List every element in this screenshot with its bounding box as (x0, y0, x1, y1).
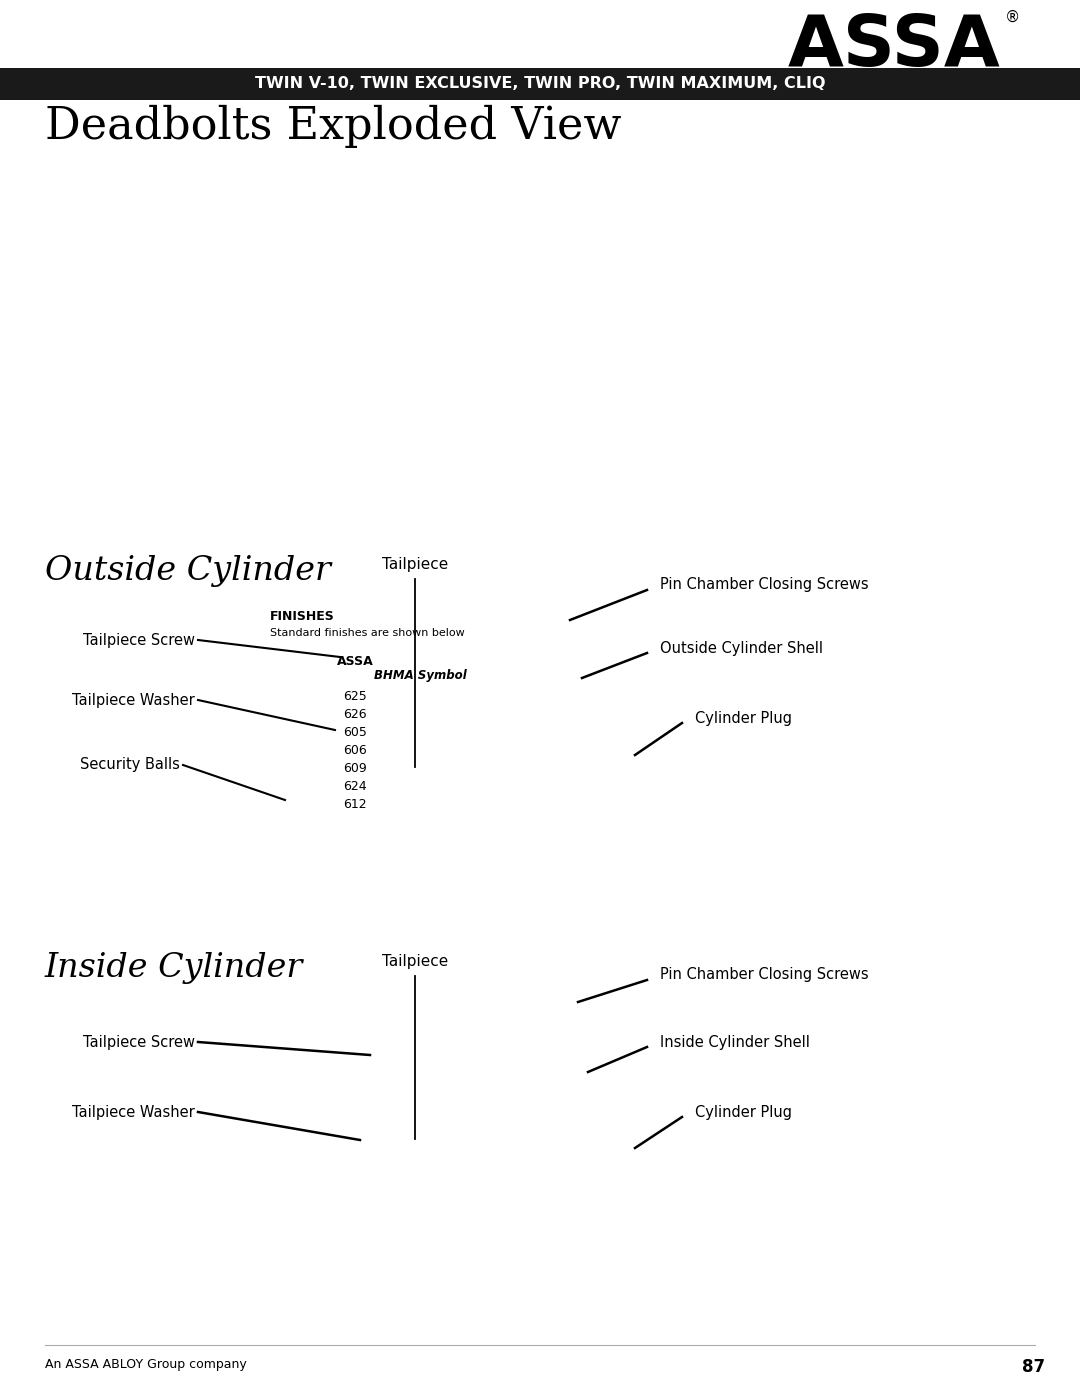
Text: ASSA: ASSA (337, 655, 374, 668)
Text: Cylinder Plug: Cylinder Plug (696, 1105, 792, 1119)
Text: ASSA: ASSA (787, 13, 1000, 81)
Text: ®: ® (1005, 10, 1021, 25)
Text: 606: 606 (343, 745, 367, 757)
Text: Tailpiece Washer: Tailpiece Washer (72, 1105, 195, 1119)
Text: An ASSA ABLOY Group company: An ASSA ABLOY Group company (45, 1358, 246, 1370)
Text: 625: 625 (343, 690, 367, 703)
Text: Outside Cylinder Shell: Outside Cylinder Shell (660, 640, 823, 655)
Text: 609: 609 (343, 761, 367, 775)
Text: Inside Cylinder: Inside Cylinder (45, 951, 303, 983)
Text: Tailpiece: Tailpiece (382, 557, 448, 571)
Text: Pin Chamber Closing Screws: Pin Chamber Closing Screws (660, 577, 868, 592)
Text: Tailpiece Washer: Tailpiece Washer (72, 693, 195, 707)
Text: Deadbolts Exploded View: Deadbolts Exploded View (45, 105, 621, 148)
Text: Inside Cylinder Shell: Inside Cylinder Shell (660, 1035, 810, 1049)
Text: 612: 612 (343, 798, 367, 812)
Text: 605: 605 (343, 726, 367, 739)
Text: Cylinder Plug: Cylinder Plug (696, 711, 792, 725)
Text: Outside Cylinder: Outside Cylinder (45, 555, 330, 587)
Text: 624: 624 (343, 780, 367, 793)
Text: Tailpiece Screw: Tailpiece Screw (83, 1035, 195, 1049)
Text: Pin Chamber Closing Screws: Pin Chamber Closing Screws (660, 968, 868, 982)
Text: Standard finishes are shown below: Standard finishes are shown below (270, 629, 464, 638)
Text: BHMA Symbol: BHMA Symbol (374, 669, 467, 682)
Text: 626: 626 (343, 708, 367, 721)
Text: FINISHES: FINISHES (270, 610, 335, 623)
Text: Tailpiece: Tailpiece (382, 954, 448, 970)
Text: TWIN V-10, TWIN EXCLUSIVE, TWIN PRO, TWIN MAXIMUM, CLIQ: TWIN V-10, TWIN EXCLUSIVE, TWIN PRO, TWI… (255, 77, 825, 91)
Text: Tailpiece Screw: Tailpiece Screw (83, 633, 195, 647)
Text: Security Balls: Security Balls (80, 757, 180, 773)
Text: 87: 87 (1022, 1358, 1045, 1376)
Bar (0, 68, 1080, 101)
